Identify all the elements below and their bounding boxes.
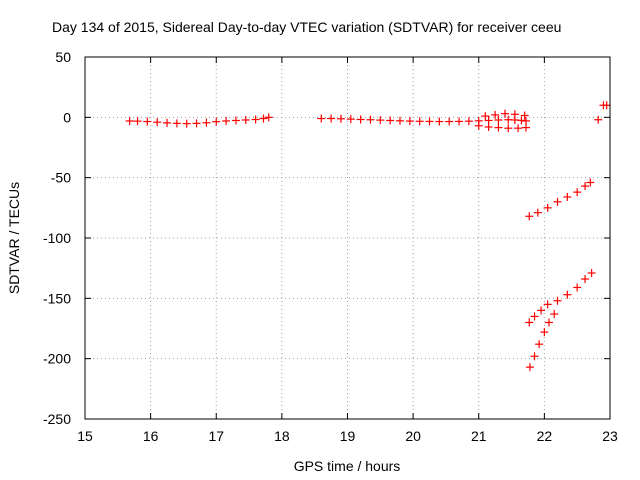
x-tick-label: 19 xyxy=(340,428,356,444)
data-point xyxy=(563,192,572,201)
data-point xyxy=(563,290,572,299)
data-point xyxy=(517,116,526,125)
grid-layer xyxy=(85,57,610,419)
x-tick-label: 23 xyxy=(602,428,618,444)
data-point xyxy=(494,123,503,132)
data-point xyxy=(212,117,221,126)
data-point xyxy=(481,112,490,121)
data-point xyxy=(587,268,596,277)
data-point xyxy=(540,328,549,337)
data-point xyxy=(525,318,534,327)
data-point xyxy=(464,117,473,126)
data-point xyxy=(474,121,483,130)
data-point xyxy=(484,122,493,131)
data-point xyxy=(182,119,191,128)
x-tick-label: 18 xyxy=(274,428,290,444)
data-point xyxy=(553,296,562,305)
data-point xyxy=(366,115,375,124)
y-tick-label: -50 xyxy=(51,170,71,186)
data-point xyxy=(172,119,181,128)
data-point xyxy=(535,340,544,349)
data-point xyxy=(259,114,268,123)
data-point xyxy=(231,116,240,125)
data-point xyxy=(455,117,464,126)
data-point xyxy=(533,208,542,217)
data-point xyxy=(356,115,365,124)
data-point xyxy=(346,115,355,124)
data-point xyxy=(525,212,534,221)
x-axis-label: GPS time / hours xyxy=(294,458,401,474)
data-point xyxy=(153,118,162,127)
data-point xyxy=(405,117,414,126)
data-point xyxy=(386,116,395,125)
data-point xyxy=(553,197,562,206)
data-point xyxy=(494,115,503,124)
x-tick-label: 17 xyxy=(208,428,224,444)
x-tick-label: 16 xyxy=(143,428,159,444)
data-point xyxy=(550,310,559,319)
data-point xyxy=(602,101,611,110)
data-point xyxy=(445,117,454,126)
tick-layer: 15 16 17 18 19 20 21 22 23 50 0 -50 -100 -150 -200 -250 xyxy=(43,49,618,444)
data-point xyxy=(125,116,134,125)
data-point xyxy=(530,352,539,361)
x-tick-label: 22 xyxy=(537,428,553,444)
y-tick-label: -100 xyxy=(43,230,71,246)
data-point xyxy=(327,114,336,123)
data-point xyxy=(491,110,500,119)
data-point xyxy=(504,124,513,133)
y-tick-label: 0 xyxy=(63,109,71,125)
data-point xyxy=(425,117,434,126)
y-tick-label: -250 xyxy=(43,411,71,427)
data-point xyxy=(581,275,590,284)
data-point xyxy=(376,116,385,125)
data-point xyxy=(336,114,345,123)
data-point xyxy=(241,115,250,124)
data-point xyxy=(537,306,546,315)
y-tick-label: 50 xyxy=(55,49,71,65)
x-tick-label: 15 xyxy=(77,428,93,444)
data-point xyxy=(586,178,595,187)
data-point xyxy=(573,188,582,197)
data-point xyxy=(594,115,603,124)
x-tick-label: 21 xyxy=(471,428,487,444)
y-tick-label: -200 xyxy=(43,351,71,367)
mark-layer xyxy=(125,101,611,372)
data-point xyxy=(510,110,519,119)
y-axis-label: SDTVAR / TECUs xyxy=(6,182,22,294)
data-point xyxy=(317,114,326,123)
data-point xyxy=(543,203,552,212)
data-point xyxy=(222,116,231,125)
data-point xyxy=(251,115,260,124)
data-point xyxy=(396,116,404,125)
data-point xyxy=(133,117,142,126)
chart-title: Day 134 of 2015, Sidereal Day-to-day VTE… xyxy=(52,19,561,35)
data-point xyxy=(522,123,530,132)
data-point xyxy=(544,318,553,327)
data-point xyxy=(192,119,201,128)
data-point xyxy=(202,118,211,127)
data-point xyxy=(530,312,539,321)
plot-frame xyxy=(84,56,611,420)
data-point xyxy=(581,182,590,191)
data-point xyxy=(520,111,529,120)
data-point xyxy=(514,124,523,133)
data-point xyxy=(501,109,509,118)
data-point xyxy=(543,300,552,309)
data-point xyxy=(264,113,273,122)
data-point xyxy=(573,283,582,292)
data-point xyxy=(143,117,152,126)
data-point xyxy=(435,117,444,126)
y-tick-label: -150 xyxy=(43,290,71,306)
data-point xyxy=(525,363,534,372)
x-tick-label: 20 xyxy=(405,428,421,444)
data-point xyxy=(415,117,424,126)
data-point xyxy=(163,118,172,127)
